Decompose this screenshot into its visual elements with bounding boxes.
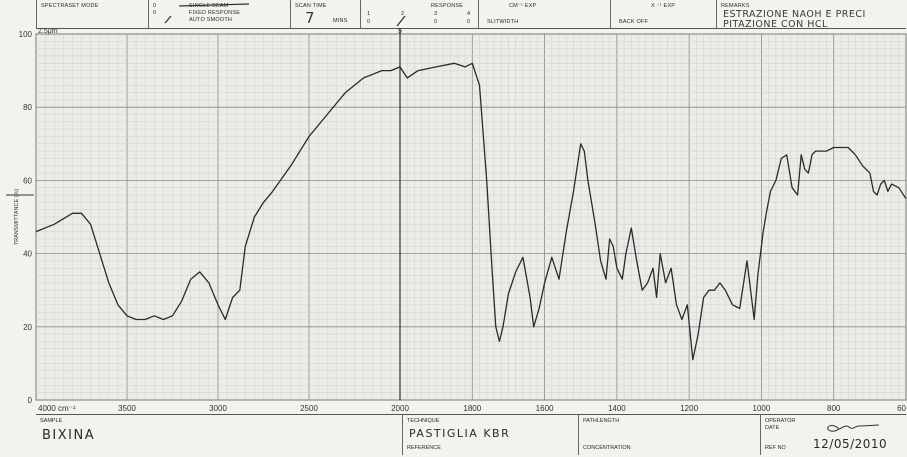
response-num-3: 3 <box>434 11 438 17</box>
x-tick-label: 1800 <box>463 404 481 413</box>
option-mark-2: 0 <box>153 10 157 16</box>
y-tick-label: 80 <box>23 103 32 112</box>
slitwidth-label: SLITWIDTH <box>487 19 519 25</box>
back-off-cell: x ⁻¹ EXP BACK OFF <box>610 0 717 28</box>
remarks-label: REMARKS <box>721 3 750 9</box>
response-cell: RESPONSE 1 2 3 4 0 0 0 <box>360 0 479 28</box>
options-cell: 0 0 SINGLE BEAM FIXED RESPONSE AUTO SMOO… <box>148 0 291 28</box>
footer-strip: SAMPLE BIXINA TECHNIQUE PASTIGLIA KBr RE… <box>36 414 906 455</box>
response-pen-mark <box>396 15 406 27</box>
operator-label: OPERATOR <box>765 418 796 424</box>
mode-label: SPECTRASET MODE <box>41 3 99 9</box>
x-tick-label: 1400 <box>608 404 626 413</box>
sample-label: SAMPLE <box>40 418 63 424</box>
response-zero-1: 0 <box>367 19 371 25</box>
option-mark-1: 0 <box>153 3 157 9</box>
x-tick-label: 1000 <box>753 404 771 413</box>
response-zero-2: 0 <box>434 19 438 25</box>
option-single-beam: SINGLE BEAM <box>189 3 229 9</box>
remarks-line-1: ESTRAZIONE NaOH e PRECI <box>723 9 866 20</box>
scan-time-cell: SCAN TIME 7 MINS <box>290 0 361 28</box>
y-tick-label: 60 <box>23 176 32 185</box>
response-num-1: 1 <box>367 11 371 17</box>
x-tick-label: 3500 <box>118 404 136 413</box>
reference-label: REFERENCE <box>407 445 441 451</box>
scan-time-unit: MINS <box>333 18 348 24</box>
y-axis: 100 80 60 40 20 0 <box>19 30 33 405</box>
concentration-label: CONCENTRATION <box>583 445 631 451</box>
header-strip: SPECTRASET MODE 0 0 SINGLE BEAM FIXED RE… <box>36 0 907 30</box>
technique-value: PASTIGLIA KBr <box>409 427 511 440</box>
x-tick-label: 2500 <box>300 404 318 413</box>
ref-label: REF No <box>765 445 786 451</box>
x-tick-label: 2000 <box>391 404 409 413</box>
option-pen-marks <box>164 3 250 24</box>
date-label: DATE <box>765 425 780 431</box>
operator-signature <box>827 424 880 432</box>
x-tick-label: 3000 <box>209 404 227 413</box>
technique-label: TECHNIQUE <box>407 418 440 424</box>
x-exp-label: x ⁻¹ EXP <box>651 3 676 9</box>
scan-time-label: SCAN TIME <box>295 3 327 9</box>
option-fixed-response: FIXED RESPONSE <box>189 10 241 16</box>
x-axis: 4000 cm⁻¹ 3500 3000 2500 2000 1800 1600 1400 120… <box>38 404 907 413</box>
option-auto-smooth: AUTO SMOOTH <box>189 17 233 23</box>
sample-value: BIXINA <box>42 428 96 443</box>
response-num-4: 4 <box>467 11 471 17</box>
cm-exp-label: cm⁻¹ EXP <box>509 3 537 9</box>
top-marker-label: 2.5μm <box>38 28 58 35</box>
x-tick-label: 800 <box>827 404 841 413</box>
sample-cell: SAMPLE BIXINA <box>36 415 402 455</box>
pathlength-cell: PATHLENGTH CONCENTRATION <box>578 415 761 455</box>
date-value: 12/05/2010 <box>813 437 888 451</box>
slitwidth-cell: cm⁻¹ EXP SLITWIDTH <box>478 0 611 28</box>
y-axis-label: TRANSMITTANCE (%) <box>14 189 20 246</box>
pathlength-label: PATHLENGTH <box>583 418 620 424</box>
x-tick-label: 60 <box>897 404 906 413</box>
technique-cell: TECHNIQUE PASTIGLIA KBr REFERENCE <box>402 415 579 455</box>
x-tick-label: 1200 <box>680 404 698 413</box>
response-label: RESPONSE <box>431 3 464 9</box>
top-wavelength-markers: 2.5μm 5 <box>38 28 402 35</box>
y-tick-label: 40 <box>23 250 32 259</box>
y-tick-label: 0 <box>28 396 33 405</box>
x-tick-label: 1600 <box>536 404 554 413</box>
y-tick-label: 20 <box>23 323 32 332</box>
chart-grid <box>35 28 907 401</box>
mode-cell: SPECTRASET MODE <box>36 0 149 28</box>
remarks-cell: REMARKS ESTRAZIONE NaOH e PRECI PITAZION… <box>716 0 907 30</box>
x-tick-label: 4000 cm⁻¹ <box>38 404 76 413</box>
spectrum-trace <box>35 62 907 361</box>
response-zero-3: 0 <box>467 19 471 25</box>
back-off-label: BACK OFF <box>619 19 649 25</box>
top-marker-label: 5 <box>398 28 402 35</box>
y-tick-label: 100 <box>19 30 33 39</box>
operator-cell: OPERATOR DATE REF No 12/05/2010 <box>760 415 907 455</box>
remarks-line-2: PITAZIONE CON HCl <box>723 19 828 30</box>
response-num-2: 2 <box>401 11 405 17</box>
scan-time-value: 7 <box>305 9 315 27</box>
